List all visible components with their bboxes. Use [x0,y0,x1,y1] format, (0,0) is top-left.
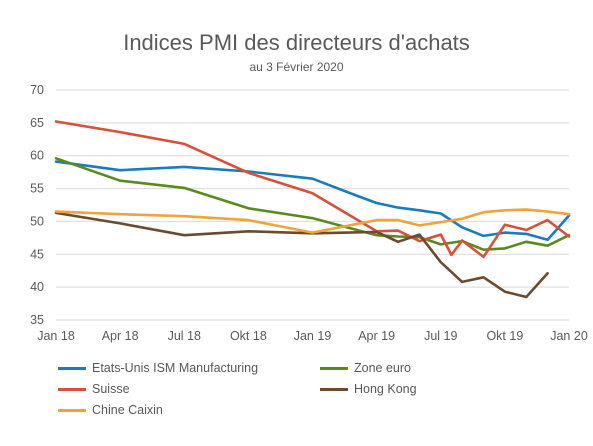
y-tick-label: 35 [30,313,44,327]
y-tick-label: 40 [30,280,44,294]
x-tick-label: Jan 19 [294,329,332,343]
y-tick-label: 50 [30,214,44,228]
x-tick-label: Apr 19 [358,329,395,343]
series-line-4 [54,211,549,299]
chart-title: Indices PMI des directeurs d'achats [123,30,470,55]
x-tick-label: Okt 19 [486,329,523,343]
series-line-1 [54,160,571,242]
chart-subtitle: au 3 Février 2020 [249,60,344,74]
series-line-2 [54,157,571,251]
x-tick-label: Okt 18 [230,329,267,343]
y-tick-label: 55 [30,182,44,196]
x-tick-label: Apr 18 [102,329,139,343]
x-tick-label: Jul 18 [168,329,201,343]
y-tick-label: 45 [30,247,44,261]
y-tick-label: 65 [30,116,44,130]
y-tick-label: 70 [30,83,44,97]
x-tick-label: Jan 20 [550,329,588,343]
x-tick-label: Jul 19 [424,329,457,343]
x-tick-label: Jan 18 [37,329,75,343]
series-line-3 [54,120,571,259]
y-tick-label: 60 [30,149,44,163]
series-line-5 [54,208,571,234]
